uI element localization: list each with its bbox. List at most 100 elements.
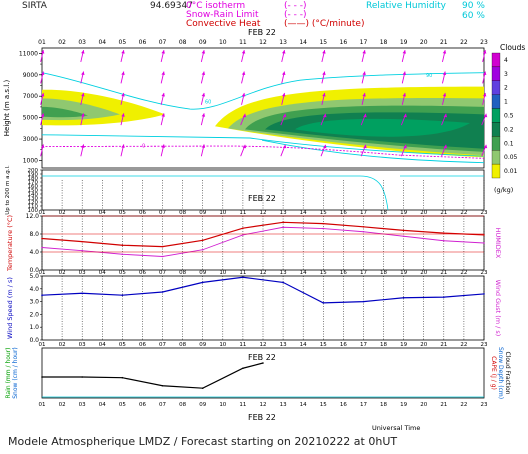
series-point-0 [262,362,264,364]
wind-arrow [40,113,45,126]
hour-tick-label: 11 [239,342,246,348]
hour-tick-label: 05 [119,210,126,216]
wind-arrow [281,92,286,105]
snow-axis-label: Snow (cm / hour) [12,347,19,399]
hour-tick-label: 06 [139,210,146,216]
universal-time-label: Universal Time [372,424,420,432]
wind-arrow [442,92,447,105]
wind-arrow [80,71,85,84]
top-hour-tick: 21 [440,39,448,46]
legend-label-1: Snow-Rain Limit [186,10,259,20]
bottom-hour-tick: 18 [380,402,387,408]
bottom-hour-tick: 01 [39,402,46,408]
wind-arrow-head [161,144,165,148]
series-point-0 [161,291,164,293]
cloud-level-label: 4 [504,57,508,64]
height-tick-label: 3000 [23,136,38,143]
wind-arrow-head [362,92,366,97]
hour-tick-label: 12 [260,210,267,216]
wind-arrow [360,113,367,126]
wind-arrow [240,144,247,157]
series-point-0 [322,302,325,304]
hour-tick-label: 13 [280,270,287,276]
wind-arrow-head [121,71,125,76]
height-axis-label: Height (m a.s.l.) [3,80,11,137]
wind-arrow-head [201,144,206,148]
wind-arrow [281,71,286,84]
top-hour-tick: 16 [340,39,348,46]
hour-tick-label: 17 [360,342,367,348]
top-hour-tick: 06 [139,39,147,46]
low-tick-label: 130 [28,196,39,202]
hour-tick-label: 23 [481,270,488,276]
series-point-0 [121,244,124,247]
snow-depth-axis-label: Snow Depth (cm) [497,347,504,399]
top-hour-tick: 03 [78,39,86,46]
series-point-0 [161,384,164,387]
low-tick-label: 180 [28,176,39,182]
hour-tick-label: 04 [99,210,106,216]
cloud-level-label: 0.5 [504,113,514,120]
wind-arrow [481,113,488,126]
series-point-1 [362,230,365,233]
hour-tick-label: 18 [380,270,387,276]
top-hour-tick: 10 [219,39,227,46]
series-point-1 [242,234,244,236]
hour-tick-label: 07 [159,270,166,276]
hour-tick-label: 04 [99,270,106,276]
wind-arrow [200,92,206,105]
series-point-1 [201,248,204,251]
top-hour-tick: 23 [480,39,488,46]
hour-tick-label: 01 [39,270,46,276]
hour-tick-label: 12 [260,270,267,276]
height-tick-label: 5000 [23,115,38,122]
wind-arrow [441,113,448,126]
wind-arrow [401,49,407,63]
top-hour-tick: 02 [58,39,66,46]
cloud-level-swatch [491,108,501,123]
hour-tick-label: 04 [99,342,106,348]
hour-tick-label: 19 [400,270,407,276]
series-point-1 [322,227,325,230]
low-axis-label: Up to 200 m a.g.l. [5,165,11,215]
y-tick-label: 0.0 [29,337,39,344]
hour-tick-label: 07 [159,210,166,216]
bottom-hour-tick: 03 [79,402,86,408]
bottom-hour-tick: 21 [440,402,447,408]
y-tick-label: 2.0 [29,311,39,318]
wind-arrow-head [403,144,407,149]
wind-arrow-head [363,144,367,149]
humidity-contour-60 [41,72,485,110]
date-label-top: FEB 22 [248,28,276,37]
wind-arrow [482,92,487,105]
bottom-hour-tick: 04 [99,402,106,408]
wind-arrow-head [161,113,165,117]
hour-tick-label: 19 [400,210,407,216]
low-tick-label: 140 [28,192,39,198]
wind-arrow [320,113,327,126]
hour-tick-label: 22 [460,342,467,348]
wind-arrow [321,49,326,63]
bottom-hour-tick: 02 [59,402,66,408]
hour-tick-label: 02 [59,210,66,216]
wind-arrow [320,144,327,157]
y-tick-label: 4.0 [29,249,39,256]
wind-arrow [160,113,165,126]
wind-arrow-head [161,92,165,97]
cloud-level-label: 1 [504,99,508,106]
series-point-0 [362,300,365,303]
low-humidity-contour [42,175,389,211]
wind-arrow [200,71,206,84]
wind-arrow-head [402,50,407,54]
hour-tick-label: 03 [79,270,86,276]
wind-arrow-head [201,50,206,54]
y-tick-label: 0.0 [29,267,39,274]
wind-arrow-head [483,113,488,118]
cloud-level-label: 0.05 [504,154,518,161]
wind-arrow-head [322,71,326,76]
hour-tick-label: 06 [139,342,146,348]
wind-arrow [401,92,407,105]
wind-arrow [240,113,247,126]
wind-arrow-head [322,50,326,54]
